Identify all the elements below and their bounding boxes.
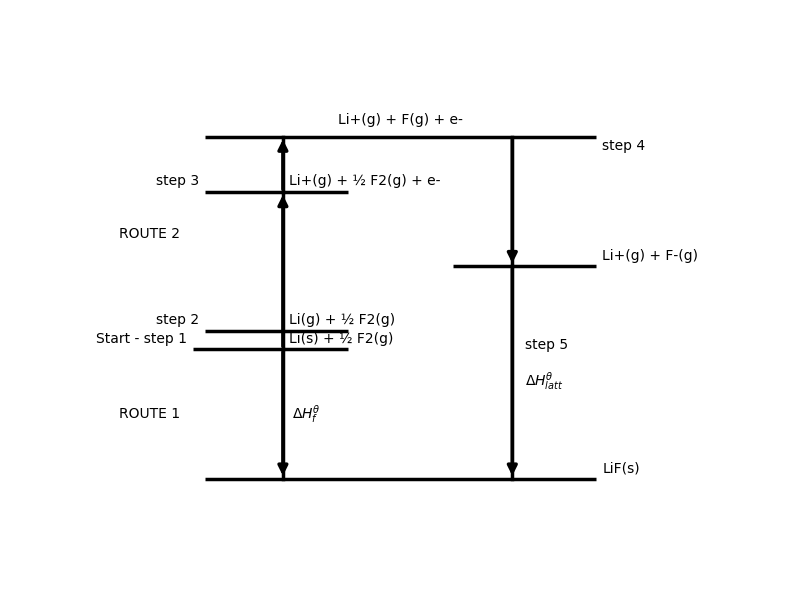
Text: Li+(g) + F(g) + e-: Li+(g) + F(g) + e- (338, 113, 463, 127)
Text: ROUTE 1: ROUTE 1 (119, 407, 180, 421)
Text: step 4: step 4 (602, 139, 646, 153)
Text: LiF(s): LiF(s) (602, 462, 640, 476)
Text: step 5: step 5 (525, 338, 568, 352)
Text: Li(s) + ½ F2(g): Li(s) + ½ F2(g) (289, 332, 394, 346)
Text: Li+(g) + F-(g): Li+(g) + F-(g) (602, 249, 698, 263)
Text: $\Delta H^\theta_f$: $\Delta H^\theta_f$ (292, 403, 321, 425)
Text: step 2: step 2 (156, 313, 199, 327)
Text: Li+(g) + ½ F2(g) + e-: Li+(g) + ½ F2(g) + e- (289, 175, 441, 188)
Text: Li(g) + ½ F2(g): Li(g) + ½ F2(g) (289, 313, 395, 327)
Text: step 3: step 3 (156, 175, 199, 188)
Text: ROUTE 2: ROUTE 2 (119, 227, 180, 241)
Text: $\Delta H^\theta_{latt}$: $\Delta H^\theta_{latt}$ (525, 371, 563, 392)
Text: Start - step 1: Start - step 1 (96, 332, 187, 346)
